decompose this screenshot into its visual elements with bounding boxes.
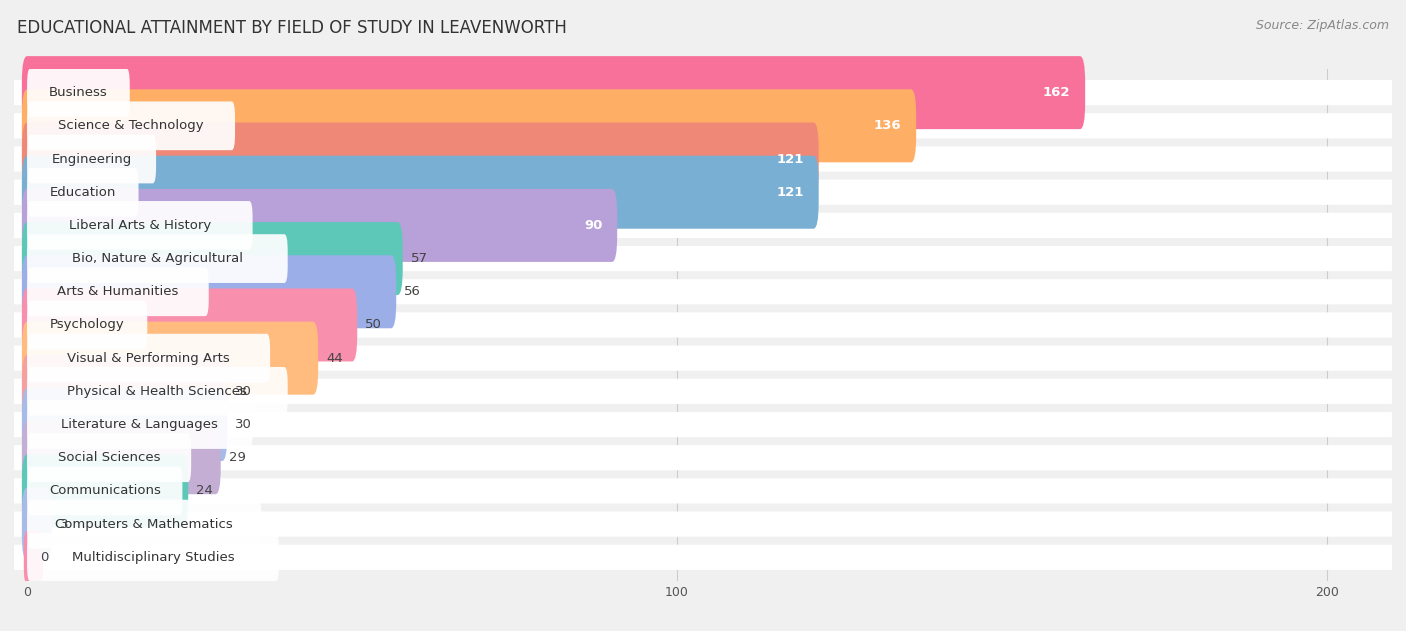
FancyBboxPatch shape xyxy=(22,156,818,228)
FancyBboxPatch shape xyxy=(27,400,253,449)
FancyBboxPatch shape xyxy=(14,279,1392,304)
Text: 57: 57 xyxy=(411,252,427,265)
Text: Communications: Communications xyxy=(49,485,160,497)
Text: 30: 30 xyxy=(235,385,252,398)
Text: Arts & Humanities: Arts & Humanities xyxy=(58,285,179,298)
Text: 3: 3 xyxy=(59,517,67,531)
Text: 162: 162 xyxy=(1043,86,1070,99)
Text: 0: 0 xyxy=(39,551,48,563)
FancyBboxPatch shape xyxy=(14,180,1392,205)
FancyBboxPatch shape xyxy=(22,256,396,328)
Text: 30: 30 xyxy=(235,418,252,431)
Text: 136: 136 xyxy=(873,119,901,133)
FancyBboxPatch shape xyxy=(27,168,139,216)
Text: Source: ZipAtlas.com: Source: ZipAtlas.com xyxy=(1256,19,1389,32)
Text: Physical & Health Sciences: Physical & Health Sciences xyxy=(67,385,247,398)
FancyBboxPatch shape xyxy=(14,512,1392,537)
FancyBboxPatch shape xyxy=(22,288,357,362)
Text: Business: Business xyxy=(49,86,108,99)
Text: Literature & Languages: Literature & Languages xyxy=(62,418,218,431)
Text: Liberal Arts & History: Liberal Arts & History xyxy=(69,219,211,232)
FancyBboxPatch shape xyxy=(22,422,221,494)
Text: Science & Technology: Science & Technology xyxy=(58,119,204,133)
FancyBboxPatch shape xyxy=(27,300,148,350)
FancyBboxPatch shape xyxy=(27,134,156,184)
Text: Multidisciplinary Studies: Multidisciplinary Studies xyxy=(72,551,235,563)
FancyBboxPatch shape xyxy=(22,90,917,162)
Text: 121: 121 xyxy=(776,186,804,199)
Text: Education: Education xyxy=(49,186,115,199)
Text: Social Sciences: Social Sciences xyxy=(58,451,160,464)
FancyBboxPatch shape xyxy=(14,379,1392,404)
Text: 121: 121 xyxy=(776,153,804,165)
FancyBboxPatch shape xyxy=(14,213,1392,238)
FancyBboxPatch shape xyxy=(27,334,270,382)
FancyBboxPatch shape xyxy=(22,355,228,428)
FancyBboxPatch shape xyxy=(22,189,617,262)
FancyBboxPatch shape xyxy=(27,500,262,548)
FancyBboxPatch shape xyxy=(14,346,1392,371)
FancyBboxPatch shape xyxy=(27,367,288,416)
Text: Engineering: Engineering xyxy=(52,153,132,165)
FancyBboxPatch shape xyxy=(14,146,1392,172)
FancyBboxPatch shape xyxy=(22,488,52,560)
Text: Computers & Mathematics: Computers & Mathematics xyxy=(55,517,233,531)
FancyBboxPatch shape xyxy=(14,113,1392,138)
FancyBboxPatch shape xyxy=(14,545,1392,570)
FancyBboxPatch shape xyxy=(14,412,1392,437)
FancyBboxPatch shape xyxy=(14,445,1392,470)
FancyBboxPatch shape xyxy=(27,433,191,482)
Text: 24: 24 xyxy=(195,485,212,497)
Text: 29: 29 xyxy=(229,451,246,464)
FancyBboxPatch shape xyxy=(22,454,188,528)
FancyBboxPatch shape xyxy=(22,122,818,196)
FancyBboxPatch shape xyxy=(27,102,235,150)
FancyBboxPatch shape xyxy=(14,478,1392,504)
Text: 44: 44 xyxy=(326,351,343,365)
FancyBboxPatch shape xyxy=(27,234,288,283)
Text: Bio, Nature & Agricultural: Bio, Nature & Agricultural xyxy=(72,252,243,265)
Text: 90: 90 xyxy=(583,219,602,232)
FancyBboxPatch shape xyxy=(27,466,183,516)
FancyBboxPatch shape xyxy=(22,322,318,394)
FancyBboxPatch shape xyxy=(27,68,129,117)
FancyBboxPatch shape xyxy=(22,388,228,461)
FancyBboxPatch shape xyxy=(14,246,1392,271)
FancyBboxPatch shape xyxy=(22,56,1085,129)
Text: 50: 50 xyxy=(366,319,382,331)
FancyBboxPatch shape xyxy=(14,312,1392,338)
Text: 56: 56 xyxy=(404,285,420,298)
FancyBboxPatch shape xyxy=(22,222,402,295)
FancyBboxPatch shape xyxy=(27,268,208,316)
Text: Psychology: Psychology xyxy=(49,319,125,331)
FancyBboxPatch shape xyxy=(14,80,1392,105)
Text: EDUCATIONAL ATTAINMENT BY FIELD OF STUDY IN LEAVENWORTH: EDUCATIONAL ATTAINMENT BY FIELD OF STUDY… xyxy=(17,19,567,37)
FancyBboxPatch shape xyxy=(24,531,44,584)
Text: Visual & Performing Arts: Visual & Performing Arts xyxy=(67,351,231,365)
FancyBboxPatch shape xyxy=(27,533,278,582)
FancyBboxPatch shape xyxy=(27,201,253,250)
